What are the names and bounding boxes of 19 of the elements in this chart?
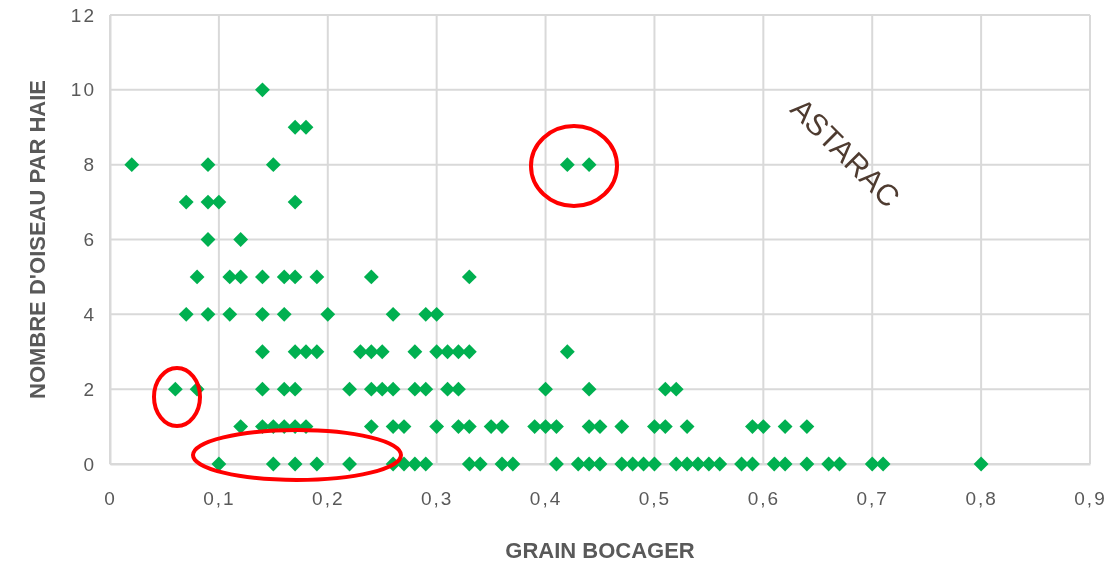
x-tick-label: 0,1 (203, 488, 236, 510)
x-tick-label: 0 (104, 488, 117, 510)
x-tick-label: 0,9 (1074, 488, 1107, 510)
y-tick-label: 0 (83, 453, 96, 475)
x-tick-label: 0,7 (856, 488, 889, 510)
y-axis-title: NOMBRE D'OISEAU PAR HAIE (25, 80, 50, 399)
x-tick-label: 0,5 (638, 488, 672, 510)
x-axis-title: GRAIN BOCAGER (505, 538, 695, 563)
y-tick-label: 6 (83, 229, 96, 251)
y-tick-label: 2 (83, 378, 96, 400)
x-tick-label: 0,2 (312, 488, 345, 510)
x-tick-label: 0,4 (529, 488, 563, 510)
y-tick-label: 10 (70, 79, 96, 101)
y-tick-label: 8 (83, 154, 96, 176)
x-tick-label: 0,8 (965, 488, 998, 510)
x-tick-label: 0,6 (747, 488, 781, 510)
y-tick-label: 4 (83, 303, 96, 325)
y-tick-label: 12 (70, 4, 96, 26)
x-tick-label: 0,3 (420, 488, 454, 510)
